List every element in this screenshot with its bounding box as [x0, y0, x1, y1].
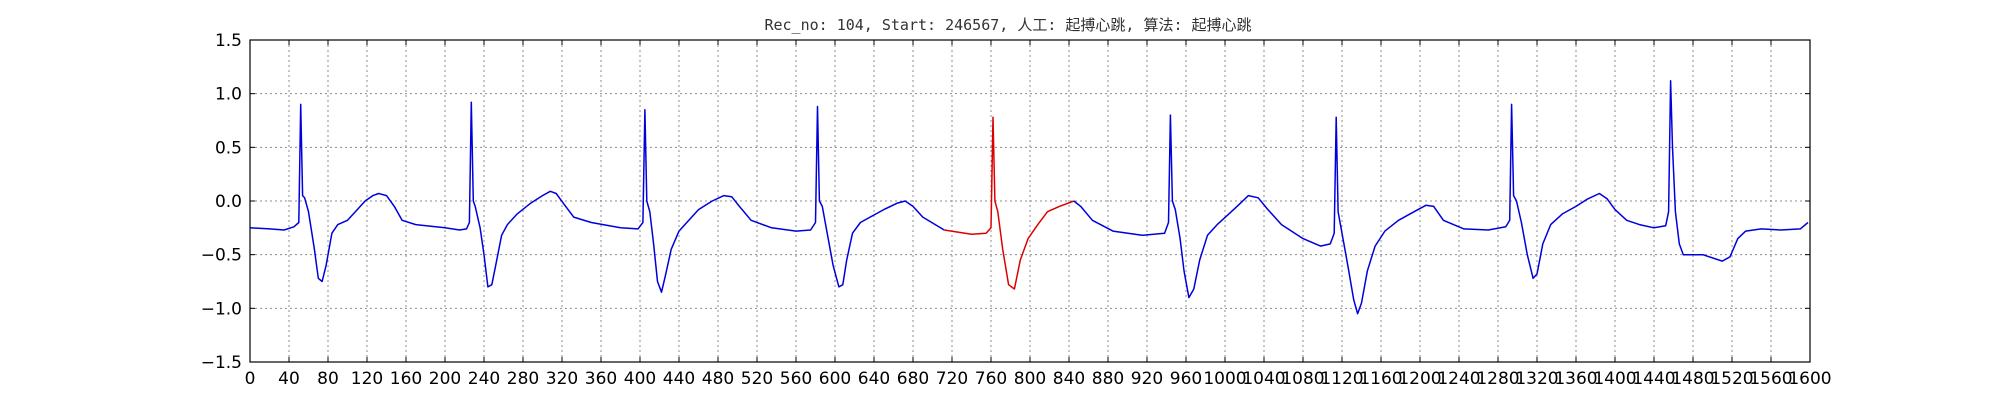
x-tick-label: 440	[663, 369, 695, 389]
x-tick-label: 320	[546, 369, 578, 389]
x-tick-label: 1200	[1398, 369, 1441, 389]
y-tick-label: 0.0	[215, 192, 242, 212]
y-tick-label: −1.0	[201, 299, 242, 319]
x-tick-label: 120	[351, 369, 383, 389]
x-tick-label: 800	[1014, 369, 1046, 389]
x-tick-label: 680	[897, 369, 929, 389]
x-tick-label: 1240	[1437, 369, 1480, 389]
x-tick-label: 1000	[1203, 369, 1246, 389]
x-tick-label: 600	[819, 369, 851, 389]
x-tick-label: 640	[858, 369, 890, 389]
x-tick-label: 1280	[1476, 369, 1519, 389]
y-tick-label: −1.5	[201, 353, 242, 373]
ecg-series-line-1	[249, 101, 945, 293]
x-tick-label: 280	[507, 369, 539, 389]
x-tick-label: 360	[585, 369, 617, 389]
x-tick-label: 1560	[1749, 369, 1792, 389]
x-tick-label: 1040	[1242, 369, 1285, 389]
y-tick-label: 1.5	[215, 31, 242, 51]
x-tick-label: 1360	[1554, 369, 1597, 389]
x-tick-label: 1080	[1281, 369, 1324, 389]
x-tick-label: 400	[624, 369, 656, 389]
x-tick-label: 1440	[1632, 369, 1675, 389]
ecg-series-line-3	[1073, 80, 1809, 315]
chart-title: Rec_no: 104, Start: 246567, 人工: 起搏心跳, 算法…	[764, 16, 1251, 34]
x-tick-label: 1520	[1710, 369, 1753, 389]
ecg-series-line-2	[944, 116, 1075, 290]
plot-frame	[249, 39, 1811, 363]
x-tick-label: 1160	[1359, 369, 1402, 389]
series-group	[249, 80, 1809, 315]
x-tick-label: 1400	[1593, 369, 1636, 389]
x-tick-label: 960	[1170, 369, 1202, 389]
y-tick-label: 0.5	[215, 138, 242, 158]
grid	[250, 40, 1810, 362]
axes: 0 40 80 120 160 200 240 280 320 360 400 440 480 520 56…	[201, 31, 1832, 389]
x-tick-label: 720	[936, 369, 968, 389]
x-tick-label: 200	[429, 369, 461, 389]
x-tick-label: 480	[702, 369, 734, 389]
x-tick-label: 1320	[1515, 369, 1558, 389]
x-tick-label: 80	[317, 369, 339, 389]
x-tick-label: 1600	[1788, 369, 1831, 389]
x-tick-label: 920	[1131, 369, 1163, 389]
x-tick-label: 840	[1053, 369, 1085, 389]
x-tick-label: 1120	[1320, 369, 1363, 389]
x-tick-label: 520	[741, 369, 773, 389]
x-tick-label: 560	[780, 369, 812, 389]
x-tick-label: 1480	[1671, 369, 1714, 389]
x-tick-label: 40	[278, 369, 300, 389]
y-tick-label: −0.5	[201, 246, 242, 266]
x-tick-label: 760	[975, 369, 1007, 389]
y-tick-label: 1.0	[215, 85, 242, 105]
x-tick-label: 880	[1092, 369, 1124, 389]
x-tick-label: 240	[468, 369, 500, 389]
x-tick-label: 160	[390, 369, 422, 389]
x-tick-label: 0	[245, 369, 256, 389]
